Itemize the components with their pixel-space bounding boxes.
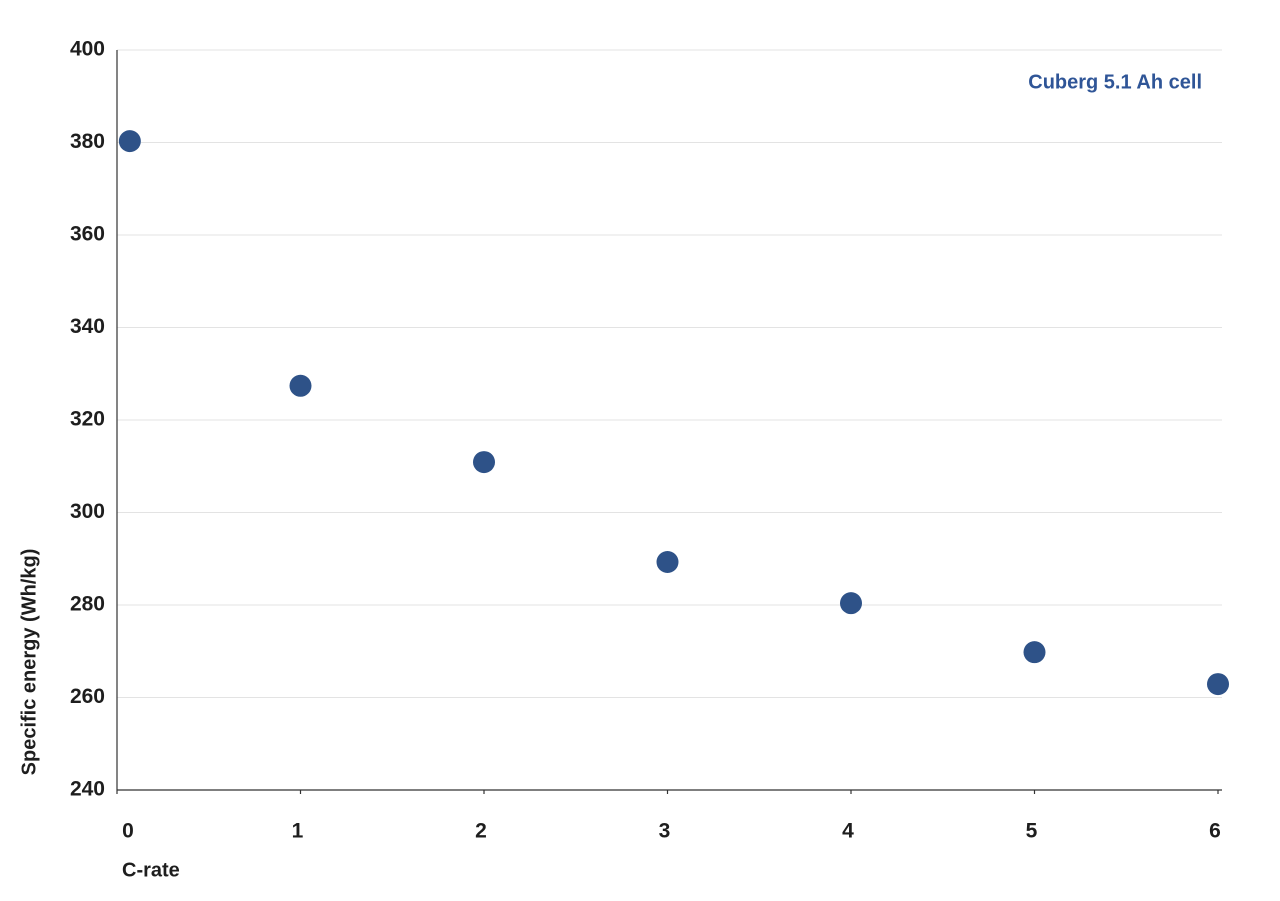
y-tick-label: 300 <box>70 500 105 523</box>
point <box>289 374 312 397</box>
annotation: Cuberg 5.1 Ah cell <box>1028 71 1202 93</box>
y-tick-label: 260 <box>70 685 105 708</box>
y-tick-label: 360 <box>70 223 105 246</box>
point <box>473 451 495 474</box>
x-tick-label: 2 <box>475 820 487 843</box>
point <box>840 592 862 615</box>
y-tick-label: 380 <box>70 130 105 153</box>
y-tick-label: 240 <box>70 778 105 801</box>
x-tick-label: 6 <box>1209 820 1221 843</box>
point <box>118 130 141 153</box>
point <box>1023 641 1046 664</box>
x-tick-label: 3 <box>659 820 671 843</box>
y-tick-label: 400 <box>70 38 105 61</box>
x-tick-label: 1 <box>292 820 304 843</box>
y-tick-label: 320 <box>70 408 105 431</box>
x-tick-label: 5 <box>1026 820 1038 843</box>
point <box>656 550 679 573</box>
x-tick-label: 0 <box>122 820 134 843</box>
y-tick-label: 340 <box>70 315 105 338</box>
y-tick-label: 280 <box>70 593 105 616</box>
x-axis-label: C-rate <box>122 859 180 881</box>
y-axis-label: Specific energy (Wh/kg) <box>18 549 40 776</box>
point <box>1207 673 1229 696</box>
x-tick-label: 4 <box>842 820 854 843</box>
